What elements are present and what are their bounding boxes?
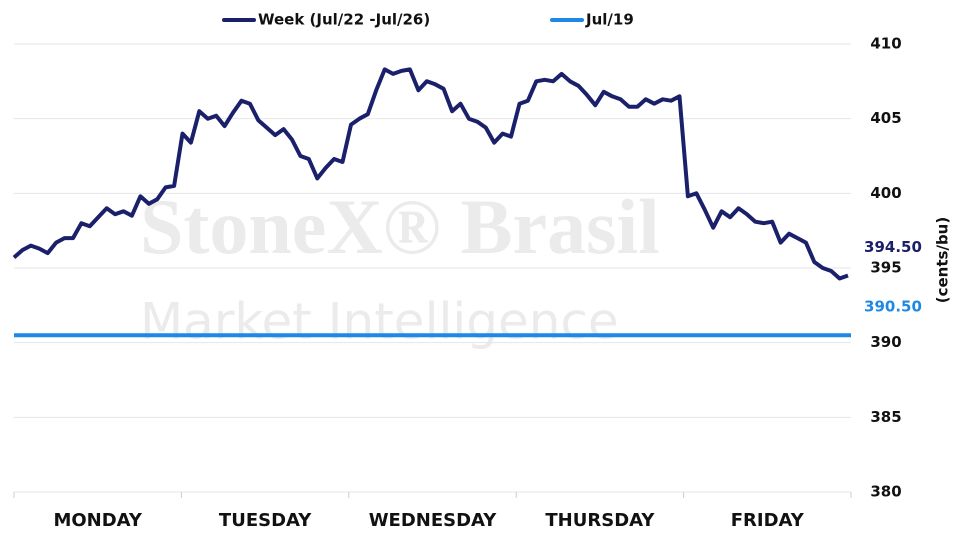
- watermark: Market Intelligence: [140, 293, 619, 351]
- series-line: [12, 67, 849, 281]
- y-tick-label: 400: [870, 184, 901, 202]
- x-tick-label: THURSDAY: [545, 510, 655, 531]
- x-tick-label: MONDAY: [53, 510, 142, 531]
- y-tick-label: 405: [870, 109, 901, 127]
- y-tick-label: 410: [870, 35, 901, 53]
- y-tick-label: 390: [870, 333, 901, 351]
- y-tick-label: 380: [870, 483, 901, 501]
- y-tick-label: 385: [870, 408, 901, 426]
- value-label: 394.50: [864, 238, 922, 256]
- x-tick-label: WEDNESDAY: [369, 510, 498, 531]
- watermark: StoneX® Brasil: [140, 183, 660, 270]
- legend-label: Week (Jul/22 -Jul/26): [258, 11, 430, 29]
- legend-label: Jul/19: [585, 11, 634, 29]
- x-tick-label: TUESDAY: [219, 510, 312, 531]
- value-label: 390.50: [864, 298, 922, 316]
- y-tick-label: 395: [870, 259, 901, 277]
- y-axis-label: (cents/bu): [934, 217, 952, 303]
- x-tick-label: FRIDAY: [731, 510, 805, 531]
